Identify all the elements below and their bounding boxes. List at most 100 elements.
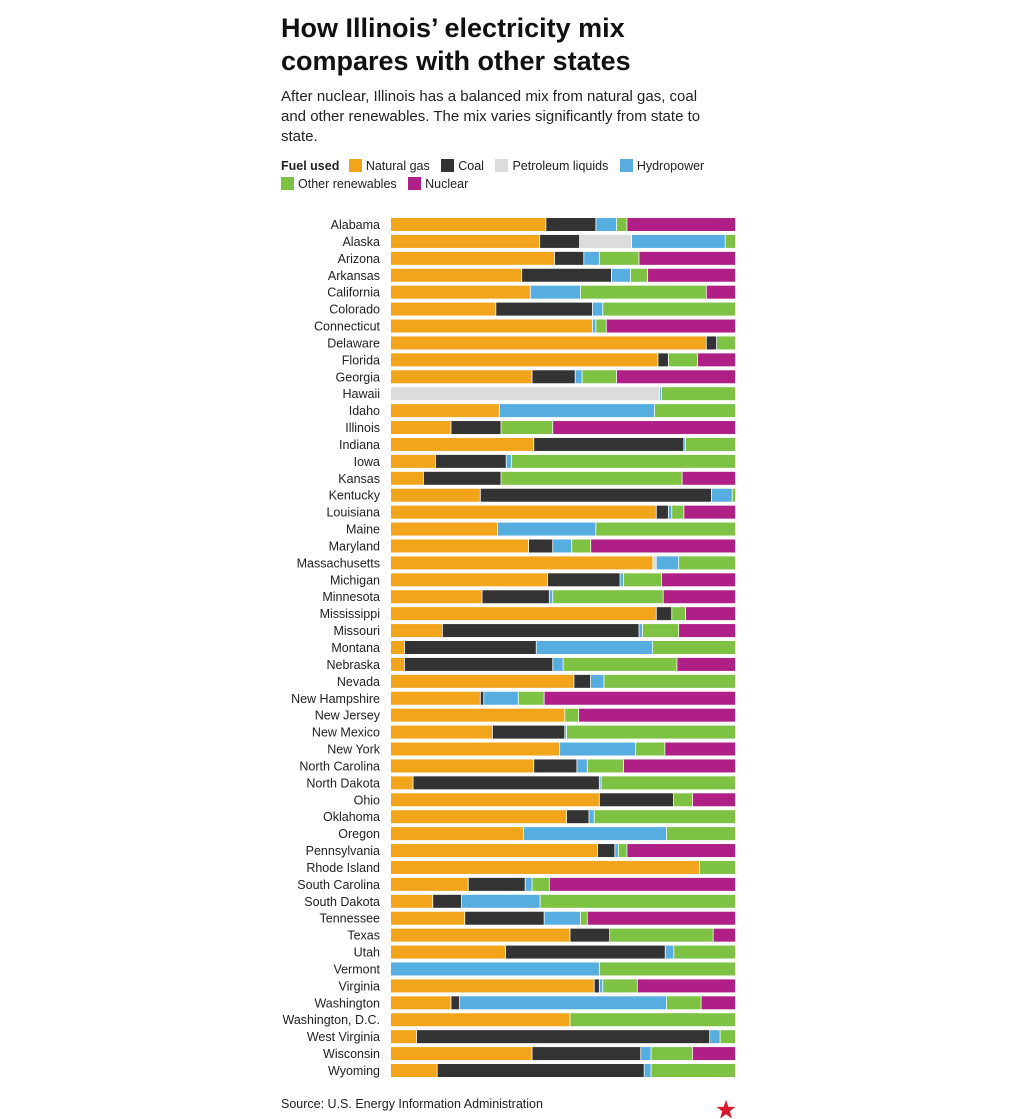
bar-segment: Minnesota – Coal: 19.5% <box>482 590 549 604</box>
legend-item-other-renewables: Other renewables <box>281 175 397 193</box>
bar-segment: Nevada – Natural gas: 55% <box>391 674 574 688</box>
bar-segment: Texas – Nuclear: 6.5% <box>713 928 736 942</box>
bar-segment: Georgia – Other renewables: 10% <box>582 370 617 384</box>
legend-item-label: Natural gas <box>365 159 430 173</box>
category-label: Colorado <box>329 303 380 317</box>
bar-segment: Mississippi – Nuclear: 14.5% <box>685 607 736 621</box>
legend-swatch <box>408 177 422 190</box>
bar-segment: North Carolina – Nuclear: 32.5% <box>623 759 736 773</box>
bar-segment: Oklahoma – Natural gas: 51% <box>391 810 567 824</box>
bar-segment: Wyoming – Coal: 60% <box>437 1064 644 1077</box>
category-label: Utah <box>354 946 380 960</box>
bar-segment: Arkansas – Hydropower: 5.5% <box>611 268 630 282</box>
bar-segment: Arkansas – Coal: 26% <box>522 268 611 282</box>
bar-segment: New Hampshire – Natural gas: 26% <box>391 691 480 705</box>
bar-segment: Washington – Nuclear: 10% <box>701 996 736 1010</box>
bar-segment: Virginia – Natural gas: 59% <box>391 979 594 993</box>
bar-segment: Alaska – Other renewables: 3% <box>725 234 736 248</box>
bar-segment: Missouri – Coal: 57% <box>442 624 639 638</box>
bar-segment: Alabama – Coal: 14.5% <box>546 218 596 231</box>
bar-segment: Florida – Coal: 3% <box>658 353 668 367</box>
bar-segment: Utah – Natural gas: 33.5% <box>391 945 506 959</box>
bar-segment: Michigan – Coal: 21% <box>547 573 620 587</box>
bar-segment: Nebraska – Natural gas: 4% <box>391 657 404 671</box>
bar-segment: Rhode Island – Other renewables: 10.5% <box>699 860 736 874</box>
category-label: Maryland <box>329 539 380 553</box>
bar-segment: Pennsylvania – Coal: 5% <box>598 844 615 858</box>
bar-segment: New Mexico – Other renewables: 49% <box>566 725 736 739</box>
legend-item-label: Nuclear <box>425 177 469 191</box>
bar-segment: Pennsylvania – Nuclear: 31.5% <box>627 844 736 858</box>
bar-segment: South Carolina – Other renewables: 5% <box>532 877 549 891</box>
bar-segment: Wisconsin – Coal: 31.5% <box>532 1047 641 1061</box>
bar-segment: Maryland – Nuclear: 42% <box>591 539 736 553</box>
bar-segment: Louisiana – Nuclear: 15% <box>684 505 736 519</box>
bar-segment: Virginia – Hydropower: 1% <box>599 979 603 993</box>
bar-segment: Kansas – Coal: 22.5% <box>423 471 501 485</box>
bar-segment: Iowa – Hydropower: 1.5% <box>506 454 511 468</box>
category-label: South Carolina <box>297 878 380 892</box>
bar-segment: Minnesota – Natural gas: 26.5% <box>391 590 482 604</box>
bar-segment: Alaska – Natural gas: 43% <box>391 234 540 248</box>
bar-segment: California – Other renewables: 36.5% <box>580 285 706 299</box>
category-label: Idaho <box>349 404 380 418</box>
bar-segment: West Virginia – Other renewables: 4.5% <box>720 1030 736 1044</box>
bar-segment: New Mexico – Natural gas: 29.5% <box>391 725 492 739</box>
category-label: West Virginia <box>307 1030 380 1044</box>
bar-segment: Arizona – Nuclear: 28% <box>639 251 736 265</box>
category-label: Louisiana <box>326 506 380 520</box>
bar-segment: North Dakota – Hydropower: 0.5% <box>599 776 601 790</box>
stacked-bar-chart: AlabamaAlabama – Natural gas: 45%Alabama… <box>283 218 736 1078</box>
bar-segment: Louisiana – Natural gas: 77% <box>391 505 656 519</box>
bar-segment: Ohio – Nuclear: 12.5% <box>692 793 736 807</box>
category-label: Oregon <box>338 827 380 841</box>
category-label: New Mexico <box>312 726 380 740</box>
bar-segment: Vermont – Hydropower: 60.5% <box>391 962 599 976</box>
bar-segment: Nebraska – Coal: 43% <box>404 657 553 671</box>
bar-segment: Arkansas – Natural gas: 38% <box>391 268 522 282</box>
bar-segment: Virginia – Coal: 1.5% <box>594 979 599 993</box>
bar-segment: Massachusetts – Petroleum liquids: 1% <box>653 556 656 570</box>
legend-label: Fuel used <box>281 159 340 173</box>
bar-segment: Alabama – Hydropower: 6% <box>596 218 617 231</box>
chart-title: How Illinois’ electricity mix compares w… <box>281 13 631 76</box>
bar-segment: North Carolina – Coal: 12.5% <box>534 759 577 773</box>
bar-segment: South Carolina – Coal: 16.5% <box>468 877 525 891</box>
bar-segment: Wisconsin – Natural gas: 41% <box>391 1047 532 1061</box>
bar-segment: Wisconsin – Hydropower: 3% <box>641 1047 651 1061</box>
bar-segment: Iowa – Coal: 20.5% <box>435 454 506 468</box>
category-label: North Dakota <box>306 776 380 790</box>
bar-segment: Indiana – Coal: 43.5% <box>534 437 684 451</box>
category-label: Tennessee <box>320 912 381 926</box>
bar-segment: Utah – Coal: 46.5% <box>506 945 665 959</box>
bar-segment: North Carolina – Hydropower: 3% <box>577 759 587 773</box>
category-label: Rhode Island <box>306 861 380 875</box>
bar-segment: Vermont – Other renewables: 39.5% <box>599 962 736 976</box>
bar-segment: Nebraska – Other renewables: 33% <box>563 657 677 671</box>
category-label: New York <box>327 743 381 757</box>
bar-segment: Mississippi – Coal: 4.5% <box>656 607 672 621</box>
bar-segment: Idaho – Other renewables: 23.5% <box>654 404 736 418</box>
bar-segment: Illinois – Coal: 14.5% <box>451 421 501 435</box>
category-label: Indiana <box>339 438 380 452</box>
bar-segment: New York – Natural gas: 49% <box>391 742 560 756</box>
category-label: Nebraska <box>327 658 381 672</box>
legend-item-hydropower: Hydropower <box>619 157 704 175</box>
bar-segment: Missouri – Hydropower: 1% <box>639 624 643 638</box>
bar-segment: Pennsylvania – Other renewables: 2.5% <box>618 844 627 858</box>
bar-segment: Hawaii – Hydropower: 0.5% <box>660 387 662 401</box>
bar-segment: Florida – Other renewables: 8.5% <box>668 353 698 367</box>
category-label: Vermont <box>333 962 380 976</box>
bar-segment: Indiana – Natural gas: 41.5% <box>391 437 534 451</box>
bar-segment: Michigan – Nuclear: 21.5% <box>661 573 736 587</box>
category-label: Wyoming <box>328 1064 380 1078</box>
legend-swatch <box>281 177 294 190</box>
category-label: Nevada <box>337 675 380 689</box>
bar-segment: Washington – Hydropower: 60% <box>460 996 667 1010</box>
bar-segment: Colorado – Natural gas: 30.5% <box>391 302 496 316</box>
bar-segment: New Mexico – Hydropower: 0.5% <box>565 725 567 739</box>
bar-segment: Colorado – Coal: 28% <box>496 302 593 316</box>
star-logo-icon <box>716 1100 736 1119</box>
category-label: Texas <box>347 929 380 943</box>
bar-segment: Wisconsin – Nuclear: 12.5% <box>692 1047 736 1061</box>
